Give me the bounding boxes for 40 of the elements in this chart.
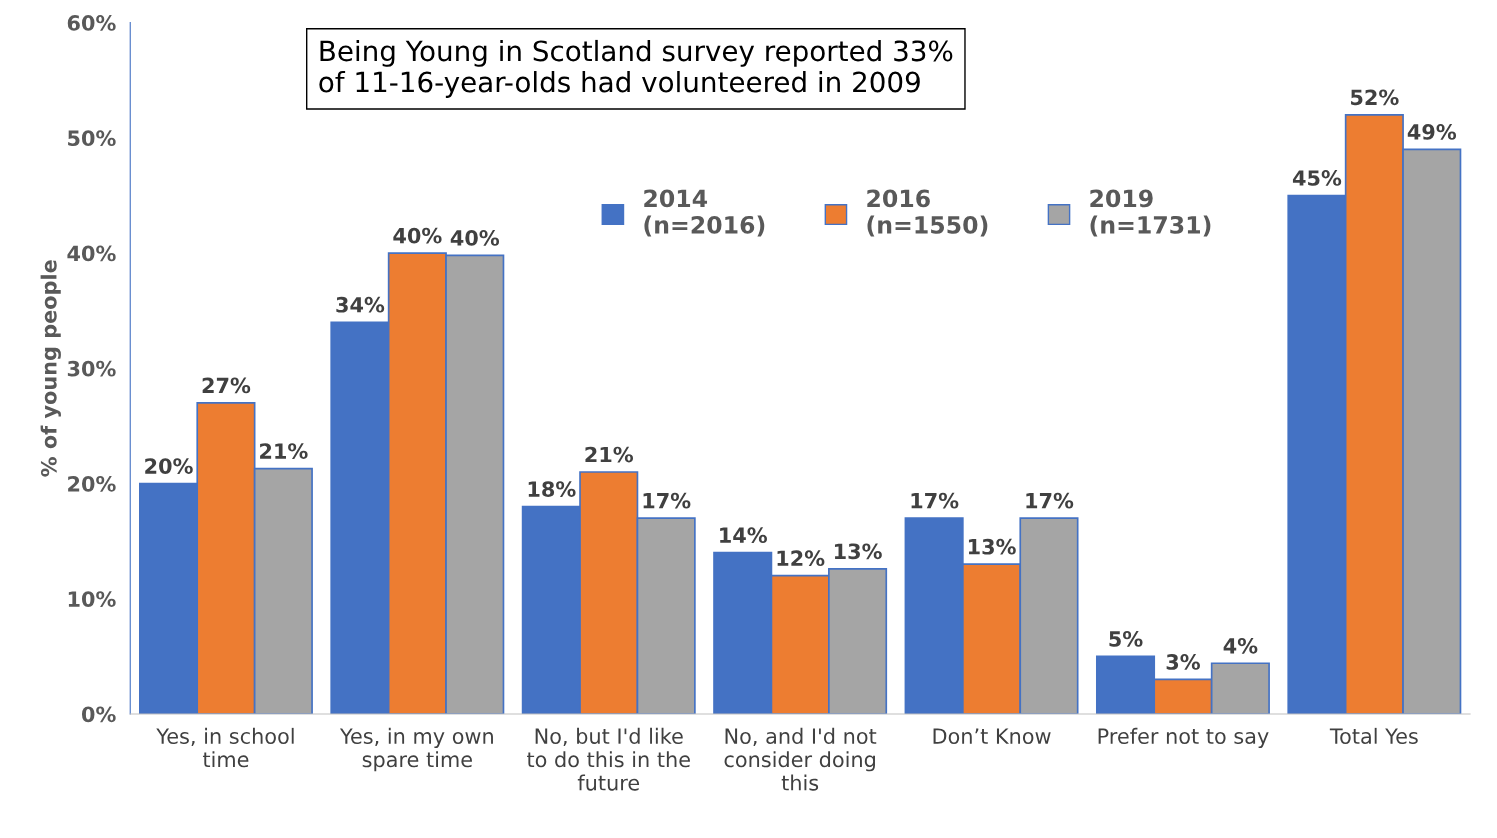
data-label: 5% [1109, 631, 1143, 647]
data-label: 4% [1223, 637, 1258, 654]
x-tick-label: Don’t Know [933, 728, 1051, 744]
legend-label: 2019 (n=1731) [1090, 189, 1211, 237]
data-label: 49% [1407, 124, 1457, 140]
data-label: 13% [834, 543, 882, 560]
annotation: Being Young in Scotland survey reported 33% of 11-16-year-olds had volunteered in 2009 [319, 39, 953, 98]
y-tick-label: 30% [67, 360, 116, 377]
x-tick-label: Yes, in my own spare time [339, 727, 493, 772]
data-label: 34% [336, 296, 385, 313]
data-label: 45% [1292, 170, 1342, 186]
data-label: 20% [145, 458, 193, 474]
x-tick-label: Total Yes [1329, 727, 1418, 744]
y-tick-label: 10% [68, 591, 116, 607]
data-label: 40% [450, 230, 500, 246]
data-label: 21% [260, 443, 308, 459]
data-label: 3% [1166, 654, 1200, 670]
x-tick-label: No, and I'd not consider doing this [724, 727, 877, 791]
data-label: 27% [202, 377, 251, 394]
data-label: 17% [1026, 492, 1074, 509]
data-label: 13% [968, 538, 1016, 555]
x-tick-label: No, but I'd like to do this in the future [527, 727, 690, 791]
y-tick-label: 20% [68, 475, 116, 492]
y-tick-label: 60% [67, 15, 116, 31]
data-label: 14% [720, 527, 767, 544]
data-label: 17% [643, 492, 691, 509]
data-label: 18% [528, 481, 576, 497]
y-tick-label: 40% [67, 245, 116, 262]
legend-label: 2016 (n=1550) [867, 189, 988, 237]
data-label: 21% [585, 446, 634, 463]
x-tick-label: Yes, in school time [156, 727, 294, 768]
y-axis-title: % of young people [40, 260, 61, 477]
data-label: 12% [777, 550, 825, 567]
data-label: 17% [911, 492, 959, 509]
legend-label: 2014 (n=2016) [644, 189, 765, 237]
x-tick-label: Prefer not to say [1098, 727, 1269, 749]
y-tick-label: 50% [68, 130, 116, 147]
data-label: 40% [393, 227, 442, 244]
y-tick-label: 0% [81, 706, 116, 723]
data-label: 52% [1351, 89, 1399, 106]
